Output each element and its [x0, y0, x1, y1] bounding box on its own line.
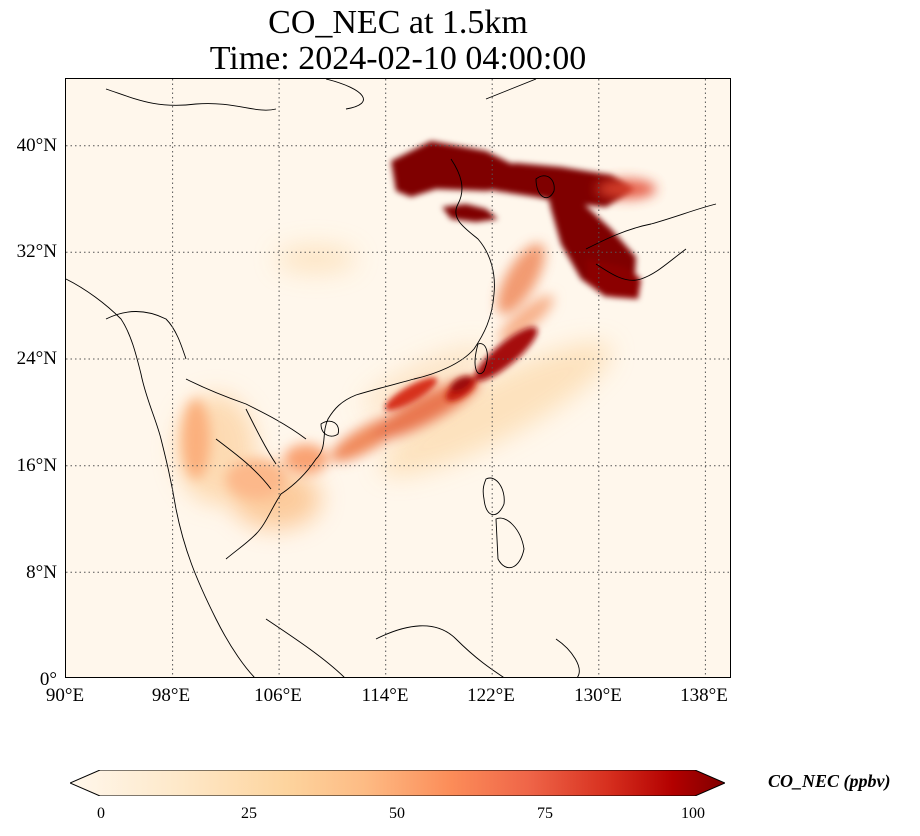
- y-tick-8n: 8°N: [26, 562, 57, 583]
- sulawesi: [555, 638, 580, 677]
- x-tick-122e: 122°E: [467, 685, 515, 706]
- luzon-island: [482, 477, 505, 516]
- borneo-north: [265, 618, 504, 677]
- plume-luzon-strait: [450, 376, 472, 392]
- colorbar-gradient: [70, 770, 725, 796]
- plume-myanmar: [182, 399, 210, 479]
- japan-coast: [585, 203, 717, 281]
- indochina-borders: [185, 378, 307, 490]
- colorbar-tick-25: 25: [241, 805, 257, 822]
- colorbar-tick-75: 75: [537, 805, 553, 822]
- concentration-field: [176, 141, 656, 529]
- y-tick-0: 0°: [39, 669, 57, 690]
- plume-vietnam: [284, 444, 328, 474]
- map-panel: [65, 78, 731, 678]
- plume-ocean-haze: [380, 342, 612, 476]
- plume-south-china-strong: [384, 377, 438, 411]
- x-tick-98e: 98°E: [151, 685, 191, 706]
- x-tick-90e: 90°E: [45, 685, 85, 706]
- figure-subtitle-time: Time: 2024-02-10 04:00:00: [209, 40, 587, 77]
- x-tick-114e: 114°E: [361, 685, 409, 706]
- plume-ecs: [498, 295, 554, 343]
- y-tick-32n: 32°N: [16, 241, 57, 262]
- plume-yellow-sea: [446, 163, 634, 207]
- y-tick-16n: 16°N: [16, 455, 57, 476]
- plume-north-fringe: [497, 243, 545, 315]
- x-tick-106e: 106°E: [254, 685, 302, 706]
- plume-inland-haze: [276, 245, 356, 273]
- gridlines: [66, 79, 730, 677]
- y-tick-40n: 40°N: [16, 135, 57, 156]
- mainland-west: [66, 278, 255, 677]
- colorbar-label: CO_NEC (ppbv): [768, 771, 891, 791]
- map-canvas: [66, 79, 730, 677]
- plume-laos: [226, 459, 286, 499]
- coastlines: [66, 79, 717, 677]
- x-tick-138e: 138°E: [680, 685, 728, 706]
- colorbar-tick-0: 0: [97, 805, 105, 822]
- colorbar-tick-50: 50: [389, 805, 405, 822]
- taiwan-island: [474, 343, 488, 375]
- x-tick-130e: 130°E: [574, 685, 622, 706]
- plume-japan-south: [586, 259, 641, 299]
- korea-coast: [535, 175, 555, 199]
- colorbar: [70, 770, 725, 796]
- figure-title: CO_NEC at 1.5km: [268, 4, 528, 41]
- colorbar-tick-100: 100: [681, 805, 705, 822]
- hainan-island: [320, 420, 339, 437]
- myanmar-border: [105, 311, 187, 360]
- philippines-south: [495, 517, 525, 569]
- plume-japan-sea: [596, 179, 656, 199]
- y-tick-24n: 24°N: [16, 348, 57, 369]
- plume-taiwan-east: [474, 326, 538, 382]
